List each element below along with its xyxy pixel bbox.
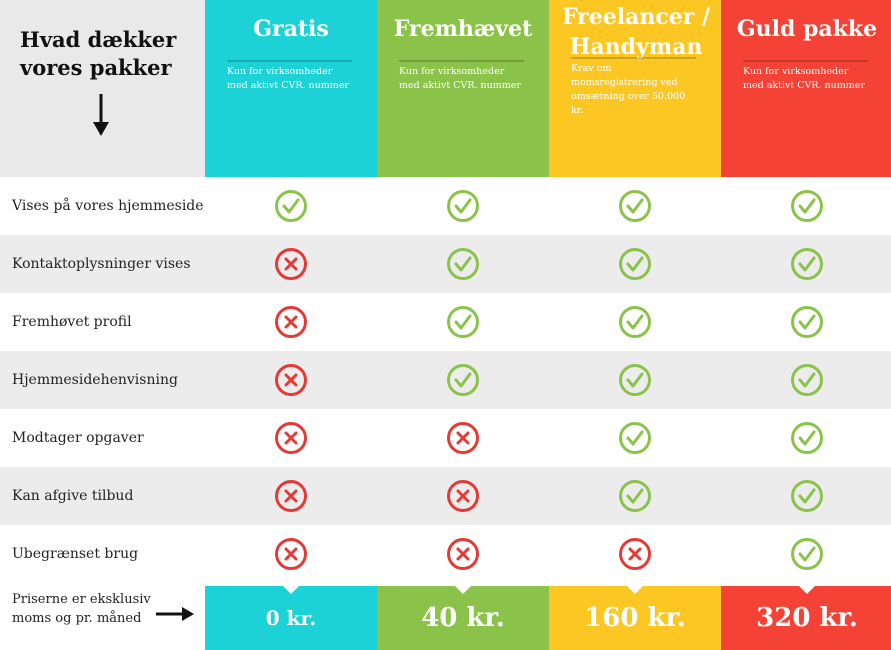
plan-price-value: 40 kr. <box>421 603 505 633</box>
x-circle-icon <box>377 467 549 525</box>
x-circle-icon <box>549 525 721 583</box>
feature-label: Vises på vores hjemmeside <box>12 198 204 214</box>
feature-label: Kan afgive tilbud <box>12 488 134 504</box>
check-circle-icon <box>377 351 549 409</box>
feature-label: Ubegrænset brug <box>12 546 139 562</box>
check-circle-icon <box>377 235 549 293</box>
plan-price: 40 kr. <box>377 585 549 650</box>
price-notch <box>282 585 300 594</box>
plan-header: Freelancer / Handyman Krav om momsregistr… <box>549 0 721 177</box>
feature-label: Fremhøvet profil <box>12 314 132 330</box>
price-row: Priserne er eksklusiv moms og pr. måned … <box>0 585 891 650</box>
check-circle-icon <box>721 351 891 409</box>
feature-row: Kontaktoplysninger vises <box>0 235 891 293</box>
plan-price: 160 kr. <box>549 585 721 650</box>
price-notch <box>626 585 644 594</box>
plan-divider <box>571 57 696 59</box>
check-circle-icon <box>549 351 721 409</box>
check-circle-icon <box>721 525 891 583</box>
plan-divider <box>399 60 524 62</box>
plan-name: Gratis <box>253 16 329 42</box>
plan-description: Kun for virksomheder med aktivt CVR. num… <box>227 66 349 91</box>
plan-price: 320 kr. <box>721 585 891 650</box>
check-circle-icon <box>377 177 549 235</box>
check-circle-icon <box>721 293 891 351</box>
corner-title: Hvad dækker vores pakker <box>20 27 177 80</box>
x-circle-icon <box>205 525 377 583</box>
feature-row: Ubegrænset brug <box>0 525 891 583</box>
check-circle-icon <box>721 409 891 467</box>
price-notch <box>454 585 472 594</box>
plan-price-value: 160 kr. <box>584 603 686 633</box>
arrow-right-icon <box>156 607 194 621</box>
plan-description: Kun for virksomheder med aktivt CVR. num… <box>399 66 521 91</box>
price-note: Priserne er eksklusiv moms og pr. måned <box>12 592 151 626</box>
plan-name: Freelancer / Handyman <box>561 4 711 60</box>
plan-description: Kun for virksomheder med aktivt CVR. num… <box>743 66 865 91</box>
table-corner: Hvad dækker vores pakker <box>0 0 205 177</box>
check-circle-icon <box>205 177 377 235</box>
check-circle-icon <box>549 409 721 467</box>
plan-name: Guld pakke <box>736 16 878 42</box>
feature-label: Hjemmesidehenvisning <box>12 372 178 388</box>
check-circle-icon <box>721 177 891 235</box>
feature-row: Fremhøvet profil <box>0 293 891 351</box>
arrow-down-icon <box>93 94 109 136</box>
plan-description: Krav om momsregistrering ved omsætning o… <box>571 63 686 116</box>
check-circle-icon <box>377 293 549 351</box>
plan-divider <box>743 60 868 62</box>
check-circle-icon <box>549 467 721 525</box>
feature-row: Modtager opgaver <box>0 409 891 467</box>
plan-price: 0 kr. <box>205 585 377 650</box>
feature-row: Kan afgive tilbud <box>0 467 891 525</box>
plan-price-value: 0 kr. <box>265 606 317 630</box>
x-circle-icon <box>205 467 377 525</box>
feature-row: Hjemmesidehenvisning <box>0 351 891 409</box>
plan-name: Fremhævet <box>393 16 533 42</box>
plan-header: Gratis Kun for virksomheder med aktivt CV… <box>205 0 377 177</box>
check-circle-icon <box>721 235 891 293</box>
check-circle-icon <box>549 235 721 293</box>
plan-header: Fremhævet Kun for virksomheder med aktivt… <box>377 0 549 177</box>
x-circle-icon <box>377 525 549 583</box>
x-circle-icon <box>205 409 377 467</box>
x-circle-icon <box>205 293 377 351</box>
check-circle-icon <box>549 177 721 235</box>
x-circle-icon <box>377 409 549 467</box>
x-circle-icon <box>205 235 377 293</box>
plan-header: Guld pakke Kun for virksomheder med aktiv… <box>721 0 891 177</box>
check-circle-icon <box>549 293 721 351</box>
check-circle-icon <box>721 467 891 525</box>
feature-row: Vises på vores hjemmeside <box>0 177 891 235</box>
plan-divider <box>227 60 352 62</box>
x-circle-icon <box>205 351 377 409</box>
feature-label: Kontaktoplysninger vises <box>12 256 191 272</box>
plan-price-value: 320 kr. <box>756 603 858 633</box>
price-notch <box>798 585 816 594</box>
feature-label: Modtager opgaver <box>12 430 144 446</box>
